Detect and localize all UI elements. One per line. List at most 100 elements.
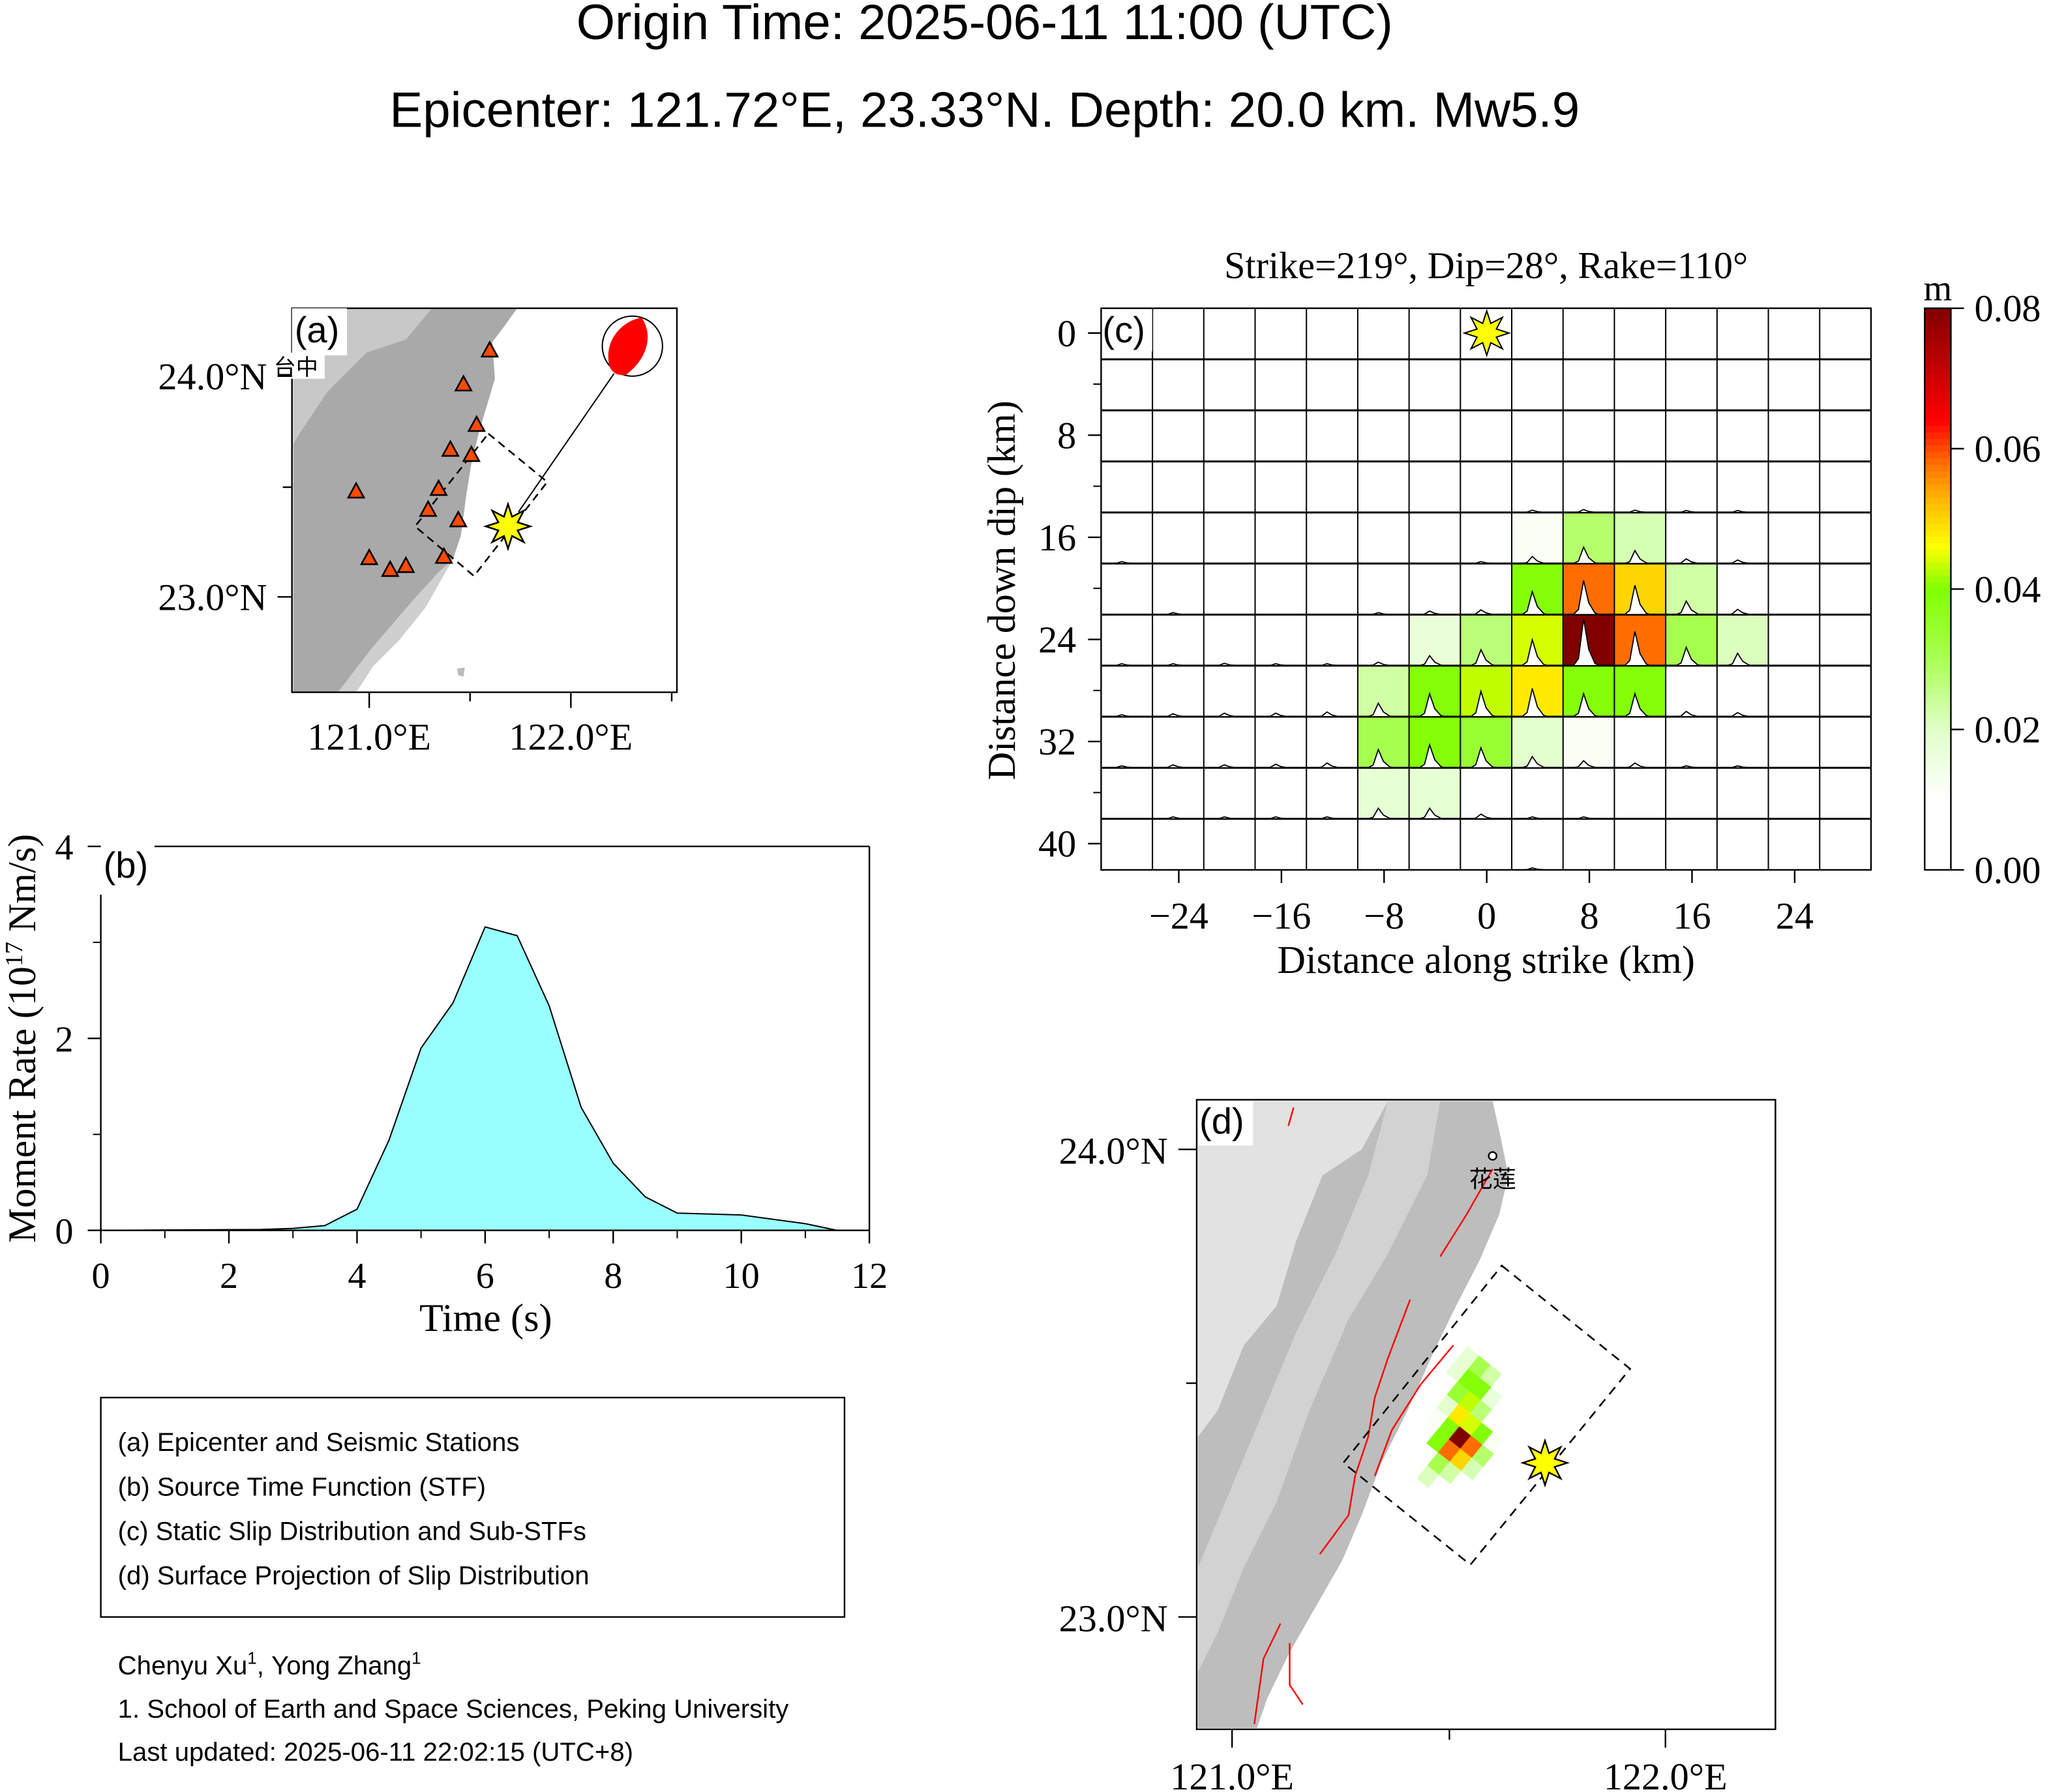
slip-cell — [1820, 563, 1871, 615]
slip-cell — [1152, 665, 1204, 717]
colorbar-segment — [1925, 765, 1951, 773]
stf-x-tick-label: 2 — [220, 1256, 238, 1296]
colorbar-segment — [1925, 680, 1951, 688]
panel-c-label: (c) — [1102, 309, 1145, 350]
slip-cell — [1716, 716, 1769, 768]
slip-cell — [1666, 512, 1717, 564]
colorbar-segment — [1925, 569, 1951, 577]
slip-cell — [1512, 308, 1563, 360]
colorbar-segment — [1925, 824, 1951, 832]
stf-x-axis-title: Time (s) — [419, 1296, 552, 1340]
slip-cell — [1666, 716, 1717, 768]
fault-trace — [1289, 1643, 1304, 1705]
sub-stf — [1470, 609, 1497, 616]
slip-cell — [1203, 410, 1255, 462]
stations — [346, 340, 500, 577]
slip-cell — [1306, 768, 1358, 819]
slip-cell — [1203, 308, 1255, 360]
colorbar-segment — [1925, 452, 1951, 460]
beachball-leader-line — [518, 373, 615, 513]
fault-trace — [1253, 1623, 1281, 1725]
slip-cell — [1716, 818, 1769, 870]
slip-cell — [1820, 716, 1871, 768]
sub-stf — [1727, 608, 1753, 616]
panel-c-slip: Strike=219°, Dip=28°, Rake=110° (c) −24 −… — [980, 245, 2041, 982]
slip-projection-cell — [1447, 1403, 1471, 1427]
colorbar-segment — [1925, 340, 1951, 348]
station-triangle-icon — [467, 415, 487, 432]
lon-label-122: 122.0°E — [1604, 1755, 1728, 1792]
slip-cell — [1768, 359, 1820, 411]
slip-cell — [1666, 563, 1717, 615]
slip-y-tick-label: 32 — [1038, 721, 1076, 763]
slip-cell — [1101, 461, 1153, 513]
station-triangle-icon — [454, 374, 473, 392]
slip-cell — [1563, 410, 1615, 462]
sub-stf — [1727, 509, 1753, 513]
panel-b-stf: (b) 0 2 4 6 8 10 12 0 2 4 Time (s) Moment Rate (1… — [1, 828, 888, 1340]
land-ridge-shade — [1198, 1101, 1441, 1672]
station-triangle-icon — [429, 479, 448, 496]
colorbar-segment — [1925, 856, 1951, 865]
slip-cell — [1614, 308, 1666, 360]
author-2-affiliation: 1 — [412, 1649, 421, 1668]
active-faults — [1253, 1107, 1493, 1725]
slip-cell — [1152, 410, 1204, 462]
slip-cell — [1666, 410, 1717, 462]
colorbar-segment — [1925, 498, 1951, 505]
colorbar-segment — [1925, 850, 1951, 858]
colorbar-segment — [1925, 485, 1951, 492]
slip-projection-cell — [1460, 1435, 1483, 1458]
colorbar-segment — [1925, 471, 1951, 479]
sub-stf — [1675, 646, 1702, 666]
slip-cell — [1768, 818, 1820, 870]
slip-cell — [1203, 461, 1255, 513]
slip-cell — [1716, 410, 1769, 462]
stf-ylabel-prefix: Moment Rate (10 — [1, 966, 44, 1243]
colorbar-segment — [1925, 491, 1951, 499]
slip-projection — [1416, 1346, 1505, 1488]
slip-cell — [1820, 614, 1871, 666]
colorbar-segment — [1925, 589, 1951, 597]
sub-stf — [1265, 763, 1291, 769]
slip-cell — [1614, 716, 1666, 768]
slip-cell — [1357, 716, 1409, 768]
author-1-affiliation: 1 — [247, 1649, 257, 1668]
colorbar-segment — [1925, 308, 1951, 316]
slip-cell — [1768, 308, 1820, 360]
slip-cell — [1820, 410, 1871, 462]
sub-stf — [1265, 712, 1291, 717]
sub-stf — [1419, 654, 1445, 666]
colorbar-segment — [1925, 719, 1951, 727]
slip-cell — [1768, 665, 1820, 717]
slip-cell — [1409, 461, 1461, 513]
stf-x-tick-label: 6 — [476, 1256, 494, 1296]
slip-cell — [1512, 818, 1563, 870]
colorbar-segment — [1925, 412, 1951, 421]
slip-cell — [1563, 359, 1615, 411]
slip-cell — [1716, 461, 1769, 513]
slip-cell — [1768, 768, 1820, 819]
star-shape — [1520, 1438, 1570, 1488]
sub-stf — [1623, 631, 1651, 666]
colorbar-tick-label: 0.02 — [1975, 709, 2041, 751]
slip-cell — [1666, 614, 1717, 666]
slip-cell — [1409, 308, 1461, 360]
slip-cell — [1203, 716, 1255, 768]
slip-cell — [1768, 716, 1820, 768]
slip-cell — [1666, 308, 1717, 360]
sub-stf — [1520, 637, 1548, 666]
slip-cell — [1101, 665, 1153, 717]
slip-cell — [1306, 461, 1358, 513]
sub-stf — [1419, 807, 1445, 820]
slip-projection-cell — [1425, 1407, 1448, 1431]
colorbar-segment — [1925, 314, 1951, 322]
slip-projection-cell — [1467, 1355, 1491, 1379]
colorbar-segment — [1925, 445, 1951, 453]
sub-stf — [1417, 743, 1445, 769]
slip-cell — [1357, 665, 1409, 717]
slip-cell — [1357, 461, 1409, 513]
station-triangle-icon — [449, 510, 468, 528]
slip-cell — [1460, 461, 1512, 513]
epicenter-star-icon — [1520, 1438, 1570, 1488]
